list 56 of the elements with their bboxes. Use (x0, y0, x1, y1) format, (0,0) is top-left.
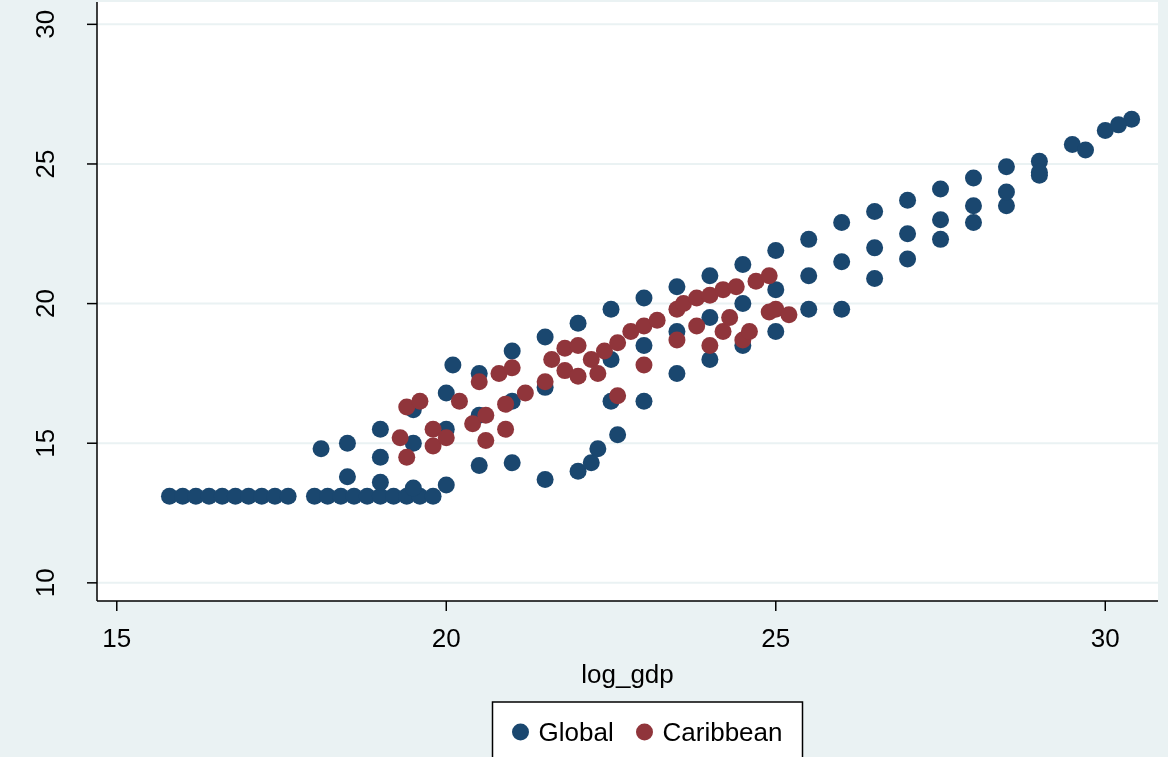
point (497, 420, 515, 438)
point (635, 317, 653, 335)
point (714, 323, 732, 340)
point (635, 356, 653, 374)
point (516, 384, 534, 402)
x-tick-label: 20 (431, 623, 461, 653)
x-tick-label: 30 (1090, 623, 1120, 653)
point (536, 373, 554, 391)
point (411, 392, 429, 410)
point (740, 323, 758, 340)
point (437, 429, 455, 447)
y-tick-label: 20 (30, 289, 61, 319)
point (727, 278, 745, 296)
legend-label: Global (538, 717, 614, 747)
point (780, 306, 798, 324)
x-tick-label: 15 (102, 623, 132, 653)
point (595, 342, 613, 360)
point (424, 420, 442, 438)
point (543, 350, 561, 368)
point (760, 267, 778, 285)
y-tick-label: 10 (30, 568, 61, 598)
legend-label: Caribbean (662, 717, 783, 747)
point (609, 387, 627, 405)
point (391, 429, 409, 447)
point (688, 317, 706, 335)
point (503, 359, 521, 377)
point (589, 364, 607, 382)
point (424, 437, 442, 455)
point (477, 431, 495, 449)
point (490, 364, 508, 382)
point (609, 334, 627, 352)
point (398, 448, 416, 466)
point (464, 415, 482, 433)
point (648, 311, 666, 329)
point (582, 350, 600, 368)
point (767, 300, 785, 318)
point (675, 295, 693, 313)
point (721, 309, 739, 327)
point (622, 323, 640, 340)
point (701, 337, 719, 354)
point (470, 373, 488, 391)
y-tick-label: 30 (30, 9, 61, 39)
point (497, 395, 515, 413)
point (450, 392, 468, 410)
point (569, 337, 587, 354)
point (668, 331, 686, 349)
x-axis-title: log_gdp (581, 659, 674, 689)
y-tick-label: 25 (30, 149, 61, 179)
y-tick-label: 15 (30, 428, 61, 458)
point (556, 362, 574, 380)
x-tick-label: 25 (761, 623, 791, 653)
point (701, 286, 719, 304)
point (398, 398, 416, 416)
point (477, 406, 495, 424)
point (747, 272, 765, 290)
point (569, 367, 587, 385)
